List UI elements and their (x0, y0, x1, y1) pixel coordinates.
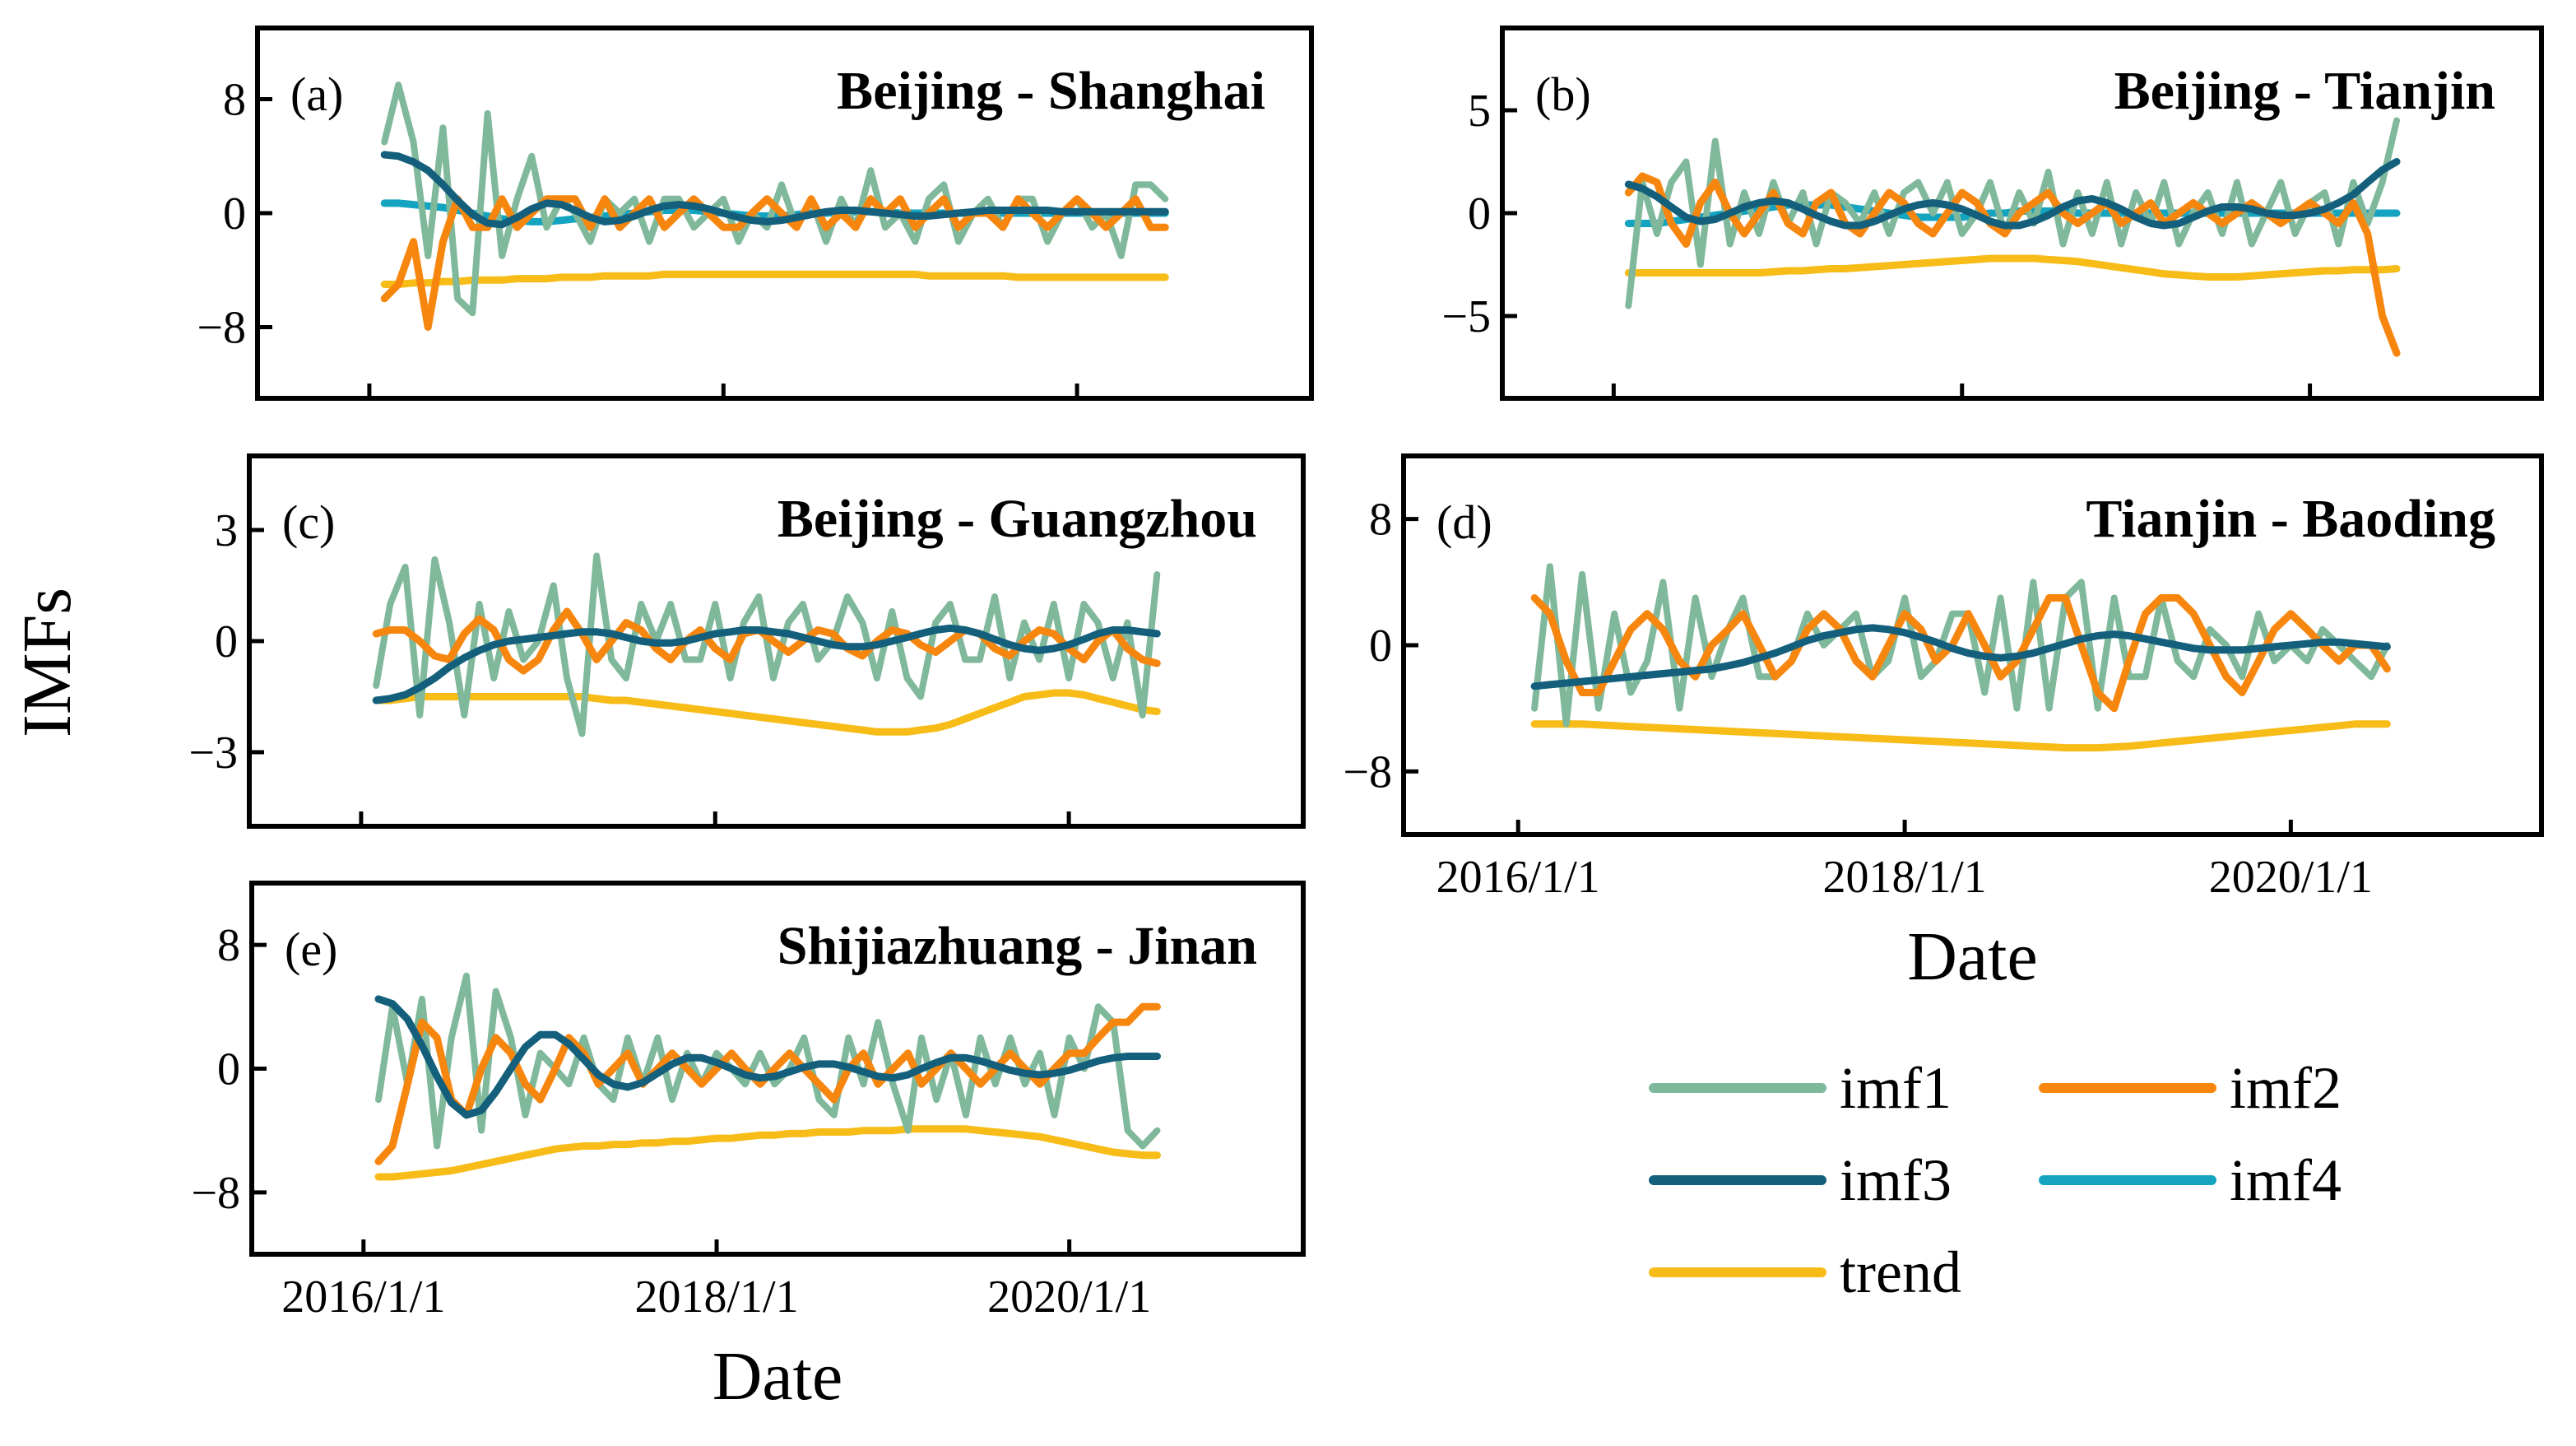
y-tick-label: 8 (223, 75, 246, 126)
y-tick-label: −8 (197, 302, 246, 353)
chart-panel-b: 5 0 −5 (b) Beijing - Tianjin (1441, 26, 2544, 401)
y-tick-label: −3 (188, 728, 238, 779)
legend: imf1 imf2 imf3 imf4 trend (1649, 1055, 2342, 1305)
series-line-imf1 (1625, 117, 2400, 309)
series-line-imf2 (1530, 594, 2391, 713)
y-tick-label: 8 (1369, 495, 1392, 546)
x-axis-label: Date (1907, 918, 2038, 995)
y-tick-label: 0 (1369, 621, 1392, 672)
series-line-imf3 (380, 151, 1169, 229)
series-line-trend (1624, 254, 2401, 281)
panel-label: (e) (285, 923, 337, 976)
x-tick-label: 2018/1/1 (634, 1272, 798, 1323)
series-line-imf2 (372, 607, 1161, 675)
panel-title: Beijing - Tianjin (2114, 61, 2495, 121)
y-tick-label: 5 (1468, 86, 1491, 137)
x-tick-label: 2020/1/1 (2209, 852, 2373, 903)
y-tick-label: 0 (215, 616, 238, 667)
x-axis-label: Date (712, 1338, 843, 1415)
series-group (380, 81, 1169, 331)
series-line-trend (374, 1125, 1161, 1181)
y-tick-label: −5 (1441, 291, 1491, 342)
legend-label: imf3 (1840, 1147, 1952, 1213)
legend-label: imf2 (2230, 1055, 2342, 1121)
y-tick-label: 0 (1468, 188, 1491, 239)
panel-title: Tianjin - Baoding (2086, 489, 2495, 549)
series-line-imf1 (1531, 563, 2391, 728)
legend-entry-imf3: imf3 (1649, 1147, 1952, 1213)
x-tick-label: 2020/1/1 (987, 1272, 1151, 1323)
x-tick-label: 2018/1/1 (1823, 852, 1987, 903)
chart-panel-d: 8 0 −8 2016/1/1 2018/1/1 2020/1/1 Date (d) Tianj… (1343, 453, 2544, 995)
chart-panel-e: 8 0 −8 2016/1/1 2018/1/1 2020/1/1 Date (e) Shiji… (191, 881, 1306, 1415)
x-tick-label: 2016/1/1 (1437, 852, 1600, 903)
panel-title: Shijiazhuang - Jinan (777, 916, 1257, 976)
panel-label: (c) (282, 495, 335, 549)
series-group (372, 552, 1161, 737)
legend-label: trend (1840, 1239, 1961, 1305)
panel-label: (a) (290, 67, 343, 121)
series-line-imf3 (372, 624, 1161, 704)
legend-label: imf4 (2230, 1147, 2342, 1213)
series-line-imf3 (1624, 158, 2401, 230)
y-tick-label: −8 (191, 1168, 240, 1219)
legend-entry-imf1: imf1 (1649, 1055, 1952, 1121)
legend-entry-imf2: imf2 (2039, 1055, 2342, 1121)
series-line-trend (380, 270, 1169, 288)
y-tick-label: 0 (217, 1044, 240, 1095)
y-tick-label: 0 (223, 188, 246, 239)
legend-entry-imf4: imf4 (2039, 1147, 2342, 1213)
series-line-imf3 (374, 995, 1161, 1119)
panel-label: (b) (1535, 67, 1591, 121)
y-tick-label: −8 (1343, 746, 1392, 797)
series-line-imf3 (1530, 624, 2391, 690)
series-group (1530, 563, 2391, 752)
series-group (374, 972, 1161, 1181)
x-tick-label: 2016/1/1 (281, 1272, 445, 1323)
series-line-imf1 (375, 972, 1161, 1150)
legend-entry-trend: trend (1649, 1239, 1961, 1305)
panel-title: Beijing - Shanghai (837, 61, 1265, 121)
y-tick-label: 8 (217, 920, 240, 971)
series-group (1624, 117, 2401, 357)
chart-panel-a: 8 0 −8 (a) Beijing - Shanghai (197, 26, 1314, 401)
legend-label: imf1 (1840, 1055, 1952, 1121)
panel-title: Beijing - Guangzhou (777, 489, 1257, 549)
series-line-trend (1530, 720, 2391, 752)
series-line-trend (372, 689, 1161, 736)
chart-panel-c: 3 0 −3 (c) Beijing - Guangzhou (188, 453, 1306, 829)
y-tick-label: 3 (215, 505, 238, 556)
panel-label: (d) (1437, 495, 1492, 549)
panels-group: 8 0 −8 (a) Beijing - Shanghai 5 0 −5 (b) Beijing … (188, 26, 2544, 1415)
y-axis-label: IMFs (9, 588, 86, 737)
